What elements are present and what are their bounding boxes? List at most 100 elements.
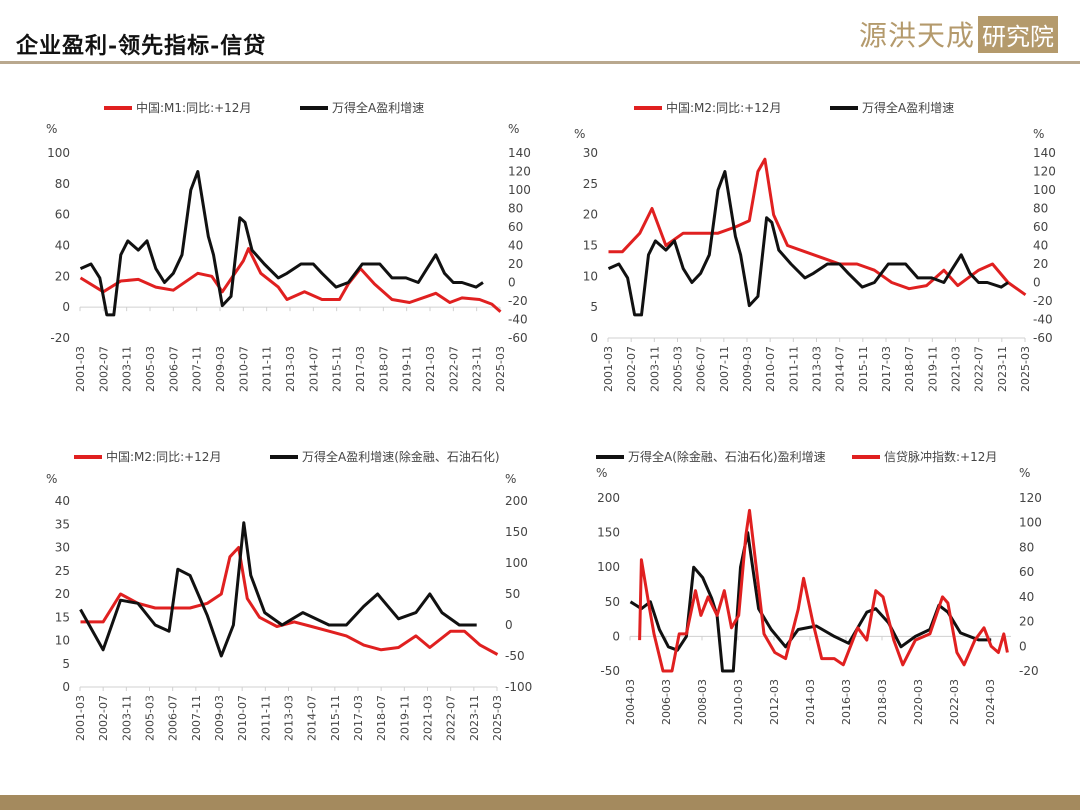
x-axis-tick: 2021-03 [950, 346, 963, 392]
x-axis-tick: 2025-03 [494, 346, 507, 392]
left-axis-tick: 50 [605, 595, 620, 609]
right-axis-tick: 100 [1033, 183, 1056, 197]
right-axis-tick: 100 [508, 183, 531, 197]
x-axis-tick: 2005-03 [144, 346, 157, 392]
x-axis-tick: 2020-03 [912, 679, 925, 725]
left-axis-tick: 10 [55, 634, 70, 648]
x-axis-tick: 2016-03 [840, 679, 853, 725]
x-axis-tick: 2007-11 [190, 695, 203, 741]
x-axis-tick: 2023-11 [996, 346, 1009, 392]
right-axis-tick: 60 [1033, 220, 1048, 234]
x-axis-tick: 2002-07 [97, 346, 110, 392]
right-axis-tick: 60 [508, 220, 523, 234]
left-axis-unit: % [46, 472, 57, 486]
left-axis-tick: -20 [50, 331, 70, 345]
x-axis-tick: 2007-11 [718, 346, 731, 392]
series-line-right [79, 521, 477, 658]
right-axis-tick: 40 [508, 239, 523, 253]
logo-text: 源洪天成 [858, 19, 975, 52]
right-axis-tick: -40 [1033, 313, 1053, 327]
x-axis-tick: 2017-03 [352, 695, 365, 741]
x-axis-tick: 2005-03 [144, 695, 157, 741]
left-axis-tick: 15 [583, 239, 598, 253]
x-axis-tick: 2003-11 [648, 346, 661, 392]
legend-label: 万得全A盈利增速(除金融、石油石化) [302, 449, 500, 464]
x-axis-tick: 2006-03 [660, 679, 673, 725]
right-axis-tick: 50 [505, 587, 520, 601]
x-axis-tick: 2022-03 [948, 679, 961, 725]
x-axis-tick: 2022-07 [445, 695, 458, 741]
left-axis-tick: 10 [583, 269, 598, 283]
left-axis-tick: 20 [55, 269, 70, 283]
x-axis-tick: 2007-11 [191, 346, 204, 392]
x-axis-tick: 2021-03 [422, 695, 435, 741]
series-line-right [638, 508, 1009, 673]
right-axis-tick: 140 [508, 146, 531, 160]
x-axis-tick: 2002-07 [97, 695, 110, 741]
right-axis-tick: -60 [1033, 331, 1053, 345]
right-axis-tick: 20 [1033, 257, 1048, 271]
x-axis-tick: 2006-07 [167, 695, 180, 741]
x-axis-tick: 2009-03 [214, 346, 227, 392]
right-axis-tick: -40 [508, 313, 528, 327]
footer-bar [0, 795, 1080, 810]
x-axis-tick: 2025-03 [1019, 346, 1032, 392]
x-axis-tick: 2017-03 [880, 346, 893, 392]
right-axis-tick: 0 [1033, 276, 1041, 290]
x-axis-tick: 2019-11 [401, 346, 414, 392]
right-axis-tick: -20 [1019, 664, 1039, 678]
x-axis-tick: 2011-11 [259, 695, 272, 741]
right-axis-tick: 0 [1019, 639, 1027, 653]
right-axis-tick: 120 [1033, 165, 1056, 179]
x-axis-tick: 2014-03 [804, 679, 817, 725]
right-axis-unit: % [1019, 466, 1030, 480]
right-axis-tick: -100 [505, 680, 532, 694]
left-axis-unit: % [46, 122, 57, 136]
x-axis-tick: 2014-07 [306, 695, 319, 741]
x-axis-tick: 2019-11 [398, 695, 411, 741]
x-axis-tick: 2018-07 [375, 695, 388, 741]
right-axis-tick: -50 [505, 649, 525, 663]
series-line-right [607, 170, 1009, 317]
left-axis-tick: 40 [55, 494, 70, 508]
brand-logo: 源洪天成 研究院 [859, 14, 1058, 54]
x-axis-tick: 2008-03 [696, 679, 709, 725]
x-axis-tick: 2006-07 [695, 346, 708, 392]
right-axis-tick: 100 [505, 556, 528, 570]
series-line-right [79, 170, 484, 317]
x-axis-tick: 2010-07 [236, 695, 249, 741]
right-axis-tick: -60 [508, 331, 528, 345]
right-axis-tick: 200 [505, 494, 528, 508]
x-axis-tick: 2010-07 [237, 346, 250, 392]
legend-label: 信贷脉冲指数:+12月 [884, 449, 997, 464]
left-axis-tick: 0 [62, 680, 70, 694]
right-axis-unit: % [1033, 127, 1044, 141]
x-axis-tick: 2018-07 [377, 346, 390, 392]
left-axis-tick: 15 [55, 610, 70, 624]
left-axis-tick: 80 [55, 177, 70, 191]
x-axis-tick: 2004-03 [624, 679, 637, 725]
left-axis-tick: 5 [62, 657, 70, 671]
x-axis-tick: 2018-07 [903, 346, 916, 392]
left-axis-tick: 5 [590, 300, 598, 314]
series-line-left [79, 247, 502, 313]
right-axis-unit: % [505, 472, 516, 486]
logo-badge: 研究院 [978, 15, 1058, 53]
x-axis-tick: 2012-03 [768, 679, 781, 725]
right-axis-tick: 80 [1019, 540, 1034, 554]
left-axis-unit: % [596, 466, 607, 480]
right-axis-unit: % [508, 122, 519, 136]
left-axis-tick: 35 [55, 517, 70, 531]
legend-label: 万得全A盈利增速 [332, 100, 424, 115]
legend-label: 中国:M2:同比:+12月 [666, 100, 781, 115]
x-axis-tick: 2022-07 [973, 346, 986, 392]
left-axis-tick: 40 [55, 239, 70, 253]
left-axis-tick: 200 [597, 491, 620, 505]
x-axis-tick: 2019-11 [926, 346, 939, 392]
x-axis-tick: 2022-07 [447, 346, 460, 392]
left-axis-tick: 0 [612, 629, 620, 643]
x-axis-tick: 2024-03 [984, 679, 997, 725]
x-axis-tick: 2009-03 [213, 695, 226, 741]
